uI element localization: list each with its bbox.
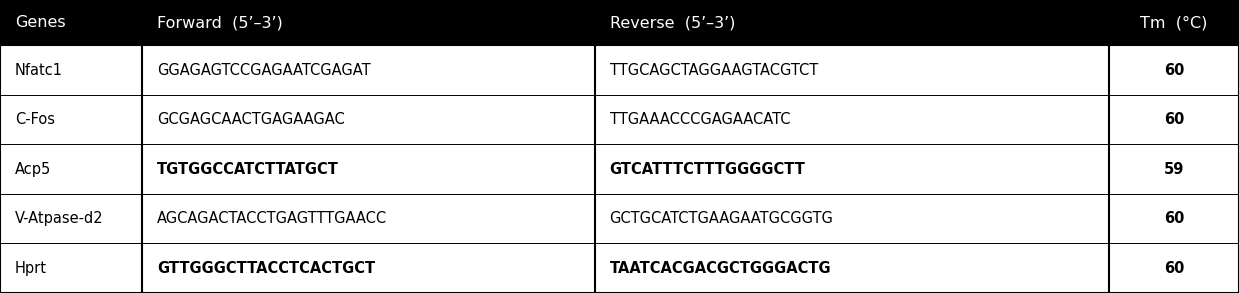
Bar — [0, 144, 1239, 194]
Bar — [0, 95, 1239, 144]
Text: C-Fos: C-Fos — [15, 112, 55, 127]
Bar — [0, 243, 1239, 293]
Text: V-Atpase-d2: V-Atpase-d2 — [15, 211, 104, 226]
Text: GTCATTTCTTTGGGGCTT: GTCATTTCTTTGGGGCTT — [610, 162, 805, 177]
Text: GGAGAGTCCGAGAATCGAGAT: GGAGAGTCCGAGAATCGAGAT — [157, 63, 370, 78]
Text: 60: 60 — [1163, 211, 1184, 226]
Text: 60: 60 — [1163, 112, 1184, 127]
Text: 60: 60 — [1163, 63, 1184, 78]
Bar — [0, 194, 1239, 243]
Text: Tm  (°C): Tm (°C) — [1140, 15, 1208, 30]
Text: GTTGGGCTTACCTCACTGCT: GTTGGGCTTACCTCACTGCT — [157, 261, 375, 276]
Text: 59: 59 — [1163, 162, 1184, 177]
Bar — [0, 0, 1239, 45]
Text: Reverse  (5’–3’): Reverse (5’–3’) — [610, 15, 735, 30]
Text: GCTGCATCTGAAGAATGCGGTG: GCTGCATCTGAAGAATGCGGTG — [610, 211, 834, 226]
Text: Forward  (5’–3’): Forward (5’–3’) — [157, 15, 282, 30]
Text: Genes: Genes — [15, 15, 66, 30]
Text: Acp5: Acp5 — [15, 162, 51, 177]
Text: TTGAAACCCGAGAACATC: TTGAAACCCGAGAACATC — [610, 112, 790, 127]
Text: Nfatc1: Nfatc1 — [15, 63, 63, 78]
Bar — [0, 45, 1239, 95]
Text: TGTGGCCATCTTATGCT: TGTGGCCATCTTATGCT — [157, 162, 339, 177]
Text: TTGCAGCTAGGAAGTACGTCT: TTGCAGCTAGGAAGTACGTCT — [610, 63, 818, 78]
Text: Hprt: Hprt — [15, 261, 47, 276]
Text: GCGAGCAACTGAGAAGAC: GCGAGCAACTGAGAAGAC — [157, 112, 346, 127]
Text: AGCAGACTACCTGAGTTTGAACC: AGCAGACTACCTGAGTTTGAACC — [157, 211, 388, 226]
Text: TAATCACGACGCTGGGACTG: TAATCACGACGCTGGGACTG — [610, 261, 831, 276]
Text: 60: 60 — [1163, 261, 1184, 276]
